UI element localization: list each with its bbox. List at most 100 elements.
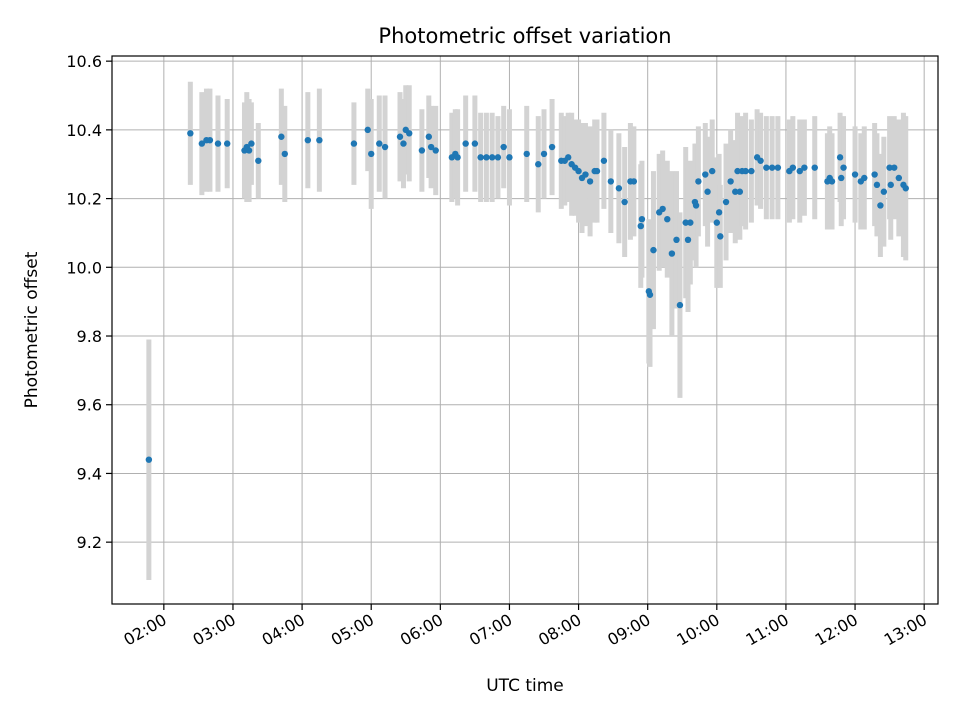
- data-point: [727, 178, 734, 185]
- data-point: [768, 164, 776, 171]
- y-tick-label: 10.4: [66, 121, 102, 140]
- data-point: [682, 219, 689, 226]
- data-point: [593, 167, 601, 175]
- data-point: [637, 222, 644, 230]
- data-point: [500, 143, 507, 151]
- data-point: [891, 164, 898, 171]
- data-point: [732, 188, 739, 195]
- x-tick-label: 02:00: [120, 610, 169, 650]
- data-point: [717, 233, 724, 240]
- data-point: [214, 140, 222, 147]
- x-tick-label: 06:00: [397, 610, 446, 650]
- y-tick-label: 9.6: [77, 396, 102, 415]
- data-point: [702, 171, 709, 178]
- data-point: [615, 185, 623, 192]
- data-point: [245, 147, 253, 154]
- data-point: [789, 164, 797, 171]
- data-point: [763, 164, 770, 171]
- data-point: [676, 301, 684, 309]
- x-tick-label: 05:00: [328, 610, 377, 650]
- x-axis-title: UTC time: [486, 676, 564, 696]
- data-point: [462, 140, 469, 147]
- y-tick-label: 10.6: [66, 52, 102, 71]
- data-point: [418, 147, 426, 154]
- data-point: [350, 140, 358, 147]
- data-point: [757, 157, 764, 164]
- data-point: [488, 154, 496, 161]
- data-point: [828, 178, 836, 185]
- y-tick-label: 9.4: [77, 464, 102, 483]
- data-point: [565, 154, 572, 161]
- data-point: [548, 143, 556, 151]
- y-tick-label: 9.2: [77, 533, 102, 552]
- data-point: [187, 130, 194, 137]
- x-tick-label: 07:00: [466, 610, 515, 650]
- data-point: [734, 167, 741, 175]
- data-point: [396, 133, 404, 140]
- data-point: [673, 236, 680, 244]
- data-point: [427, 143, 435, 151]
- data-point: [695, 178, 702, 185]
- data-point: [582, 171, 589, 178]
- x-tick-label: 09:00: [604, 610, 653, 650]
- data-point: [887, 181, 894, 189]
- data-point: [494, 154, 502, 161]
- data-point: [607, 178, 615, 185]
- data-point: [281, 150, 289, 158]
- data-point: [638, 215, 646, 223]
- data-point: [630, 178, 638, 185]
- data-point: [224, 140, 231, 147]
- data-point: [748, 167, 755, 175]
- data-point: [364, 126, 371, 134]
- data-point: [206, 136, 214, 144]
- data-point: [811, 164, 818, 171]
- data-point: [650, 246, 657, 254]
- data-point: [406, 130, 413, 137]
- data-point: [704, 188, 711, 195]
- data-point: [278, 133, 285, 140]
- data-point: [376, 140, 383, 147]
- chart-title: Photometric offset variation: [378, 24, 671, 48]
- data-point: [722, 198, 730, 206]
- data-point: [713, 219, 721, 226]
- data-points: [145, 126, 909, 463]
- data-point: [886, 164, 893, 171]
- x-tick-label: 10:00: [673, 610, 722, 650]
- data-point: [861, 174, 868, 182]
- data-point: [248, 140, 255, 147]
- x-tick-label: 08:00: [535, 610, 584, 650]
- data-point: [575, 167, 582, 175]
- data-point: [895, 174, 903, 182]
- data-point: [646, 291, 654, 298]
- data-point: [316, 136, 323, 144]
- data-point: [506, 154, 513, 161]
- data-point: [198, 140, 206, 147]
- data-point: [836, 154, 844, 161]
- data-point: [668, 250, 676, 257]
- y-axis-title: Photometric offset: [22, 251, 42, 408]
- data-point: [425, 133, 433, 140]
- data-point: [535, 161, 542, 168]
- data-point: [902, 185, 909, 192]
- x-tick-label: 03:00: [190, 610, 239, 650]
- data-point: [540, 150, 548, 158]
- data-point: [851, 171, 859, 178]
- y-axis-ticks: 9.2 9.4 9.6 9.8 10.0 10.2 10.4 10.6: [66, 52, 112, 552]
- data-point: [684, 236, 692, 244]
- data-point: [801, 164, 808, 171]
- data-point: [621, 198, 628, 206]
- data-point: [586, 178, 594, 185]
- data-point: [304, 136, 312, 144]
- x-axis-ticks: 02:00 03:00 04:00 05:00 06:00 07:00 08:00 09:00…: [120, 604, 930, 650]
- x-tick-label: 12:00: [812, 610, 861, 650]
- data-point: [880, 188, 888, 195]
- data-point: [483, 154, 490, 161]
- data-point: [471, 140, 479, 147]
- data-point: [742, 167, 749, 175]
- data-point: [664, 215, 671, 223]
- data-point: [871, 171, 878, 178]
- data-point: [600, 157, 608, 164]
- data-point: [400, 140, 407, 147]
